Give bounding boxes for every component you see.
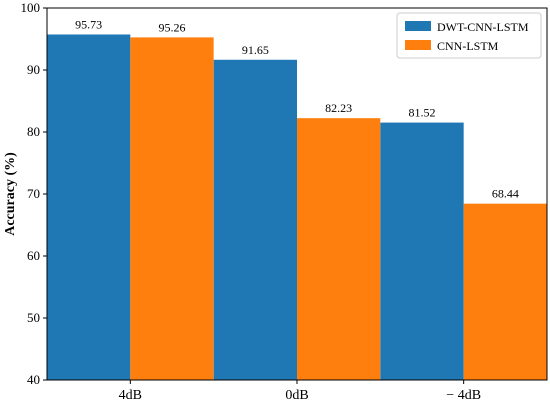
y-tick-label-100: 100 — [21, 0, 41, 15]
legend-box — [396, 12, 542, 59]
plot-frame — [46, 7, 548, 381]
y-tick-label-70: 70 — [27, 186, 40, 201]
x-tick-label-0: 4dB — [119, 388, 142, 403]
data-label-dwt-cnn-lstm-2: 81.52 — [409, 106, 436, 120]
legend: DWT-CNN-LSTM CNN-LSTM — [396, 12, 542, 59]
data-labels-group: 95.73 95.26 91.65 82.23 81.52 68.44 — [75, 17, 519, 200]
y-tick-label-40: 40 — [27, 372, 40, 387]
bar-dwt-cnn-lstm-1 — [213, 59, 297, 381]
bar-dwt-cnn-lstm-2 — [380, 122, 464, 381]
bars-group — [47, 34, 547, 381]
y-axis: 40 50 60 70 80 90 100 — [21, 0, 47, 387]
legend-swatch-dwt-cnn-lstm — [405, 21, 431, 31]
data-label-cnn-lstm-1: 82.23 — [325, 101, 352, 115]
x-tick-label-1: 0dB — [285, 388, 308, 403]
bar-cnn-lstm-0 — [130, 37, 214, 380]
data-label-dwt-cnn-lstm-0: 95.73 — [75, 17, 102, 31]
data-label-cnn-lstm-2: 68.44 — [492, 187, 519, 201]
y-tick-label-90: 90 — [27, 62, 40, 77]
legend-label-cnn-lstm: CNN-LSTM — [437, 39, 499, 53]
y-tick-label-80: 80 — [27, 124, 40, 139]
x-tick-label-2: − 4dB — [446, 388, 481, 403]
y-tick-label-60: 60 — [27, 248, 40, 263]
legend-label-dwt-cnn-lstm: DWT-CNN-LSTM — [437, 20, 529, 34]
bar-dwt-cnn-lstm-0 — [47, 34, 131, 380]
legend-swatch-cnn-lstm — [405, 40, 431, 50]
bar-cnn-lstm-1 — [297, 118, 381, 380]
y-tick-label-50: 50 — [27, 310, 40, 325]
data-label-dwt-cnn-lstm-1: 91.65 — [242, 43, 269, 57]
data-label-cnn-lstm-0: 95.26 — [158, 20, 185, 34]
x-axis: 4dB 0dB − 4dB — [119, 380, 481, 403]
bar-cnn-lstm-2 — [463, 203, 547, 380]
y-axis-label: Accuracy (%) — [3, 152, 18, 236]
